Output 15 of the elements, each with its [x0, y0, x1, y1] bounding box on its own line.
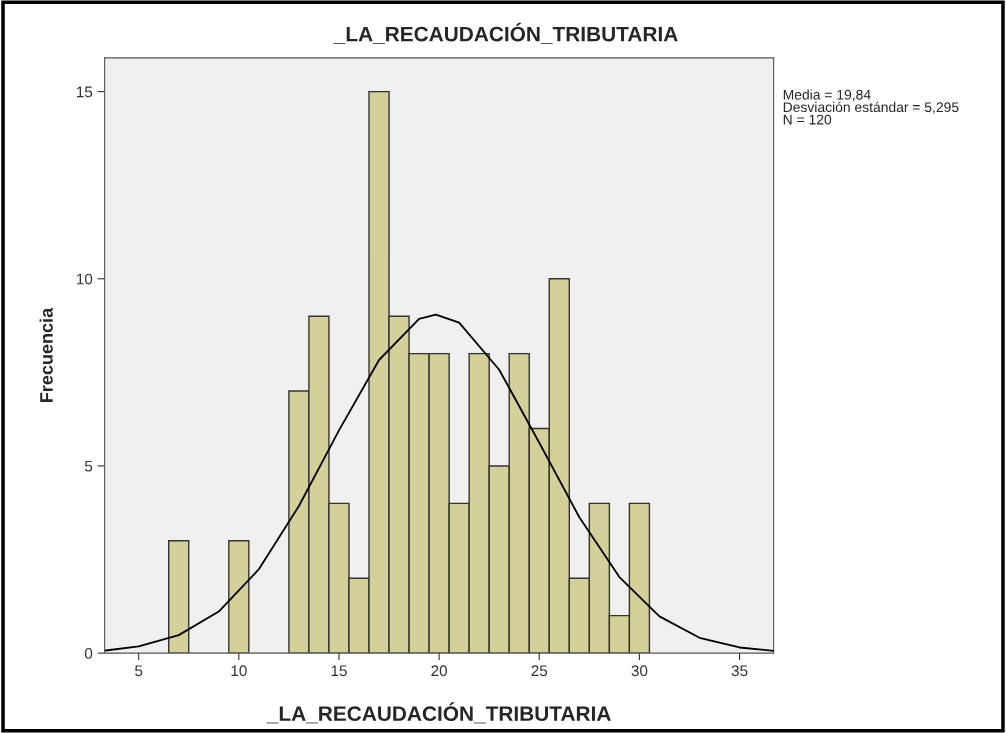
- x-tick-label: 10: [231, 665, 247, 677]
- y-tick-label: 10: [76, 273, 93, 285]
- x-tick-label: 15: [331, 665, 347, 677]
- x-tick-label: 5: [135, 665, 143, 677]
- chart-title: _LA_RECAUDACIÓN_TRIBUTARIA: [333, 22, 678, 44]
- x-tick-label: 35: [731, 665, 748, 677]
- y-tick-label: 15: [76, 86, 93, 98]
- y-tick-label: 5: [84, 460, 93, 472]
- y-tick-label: 0: [84, 647, 93, 659]
- y-axis-title: Frecuencia: [39, 307, 53, 402]
- text: Media = 19,84 Desviación estándar = 5,295 N = 120: [783, 89, 959, 125]
- x-tick-label: 20: [431, 665, 448, 677]
- x-tick-label: 30: [631, 665, 648, 677]
- x-tick-label: 25: [531, 665, 548, 677]
- x-axis-title: _LA_RECAUDACIÓN_TRIBUTARIA: [266, 702, 611, 724]
